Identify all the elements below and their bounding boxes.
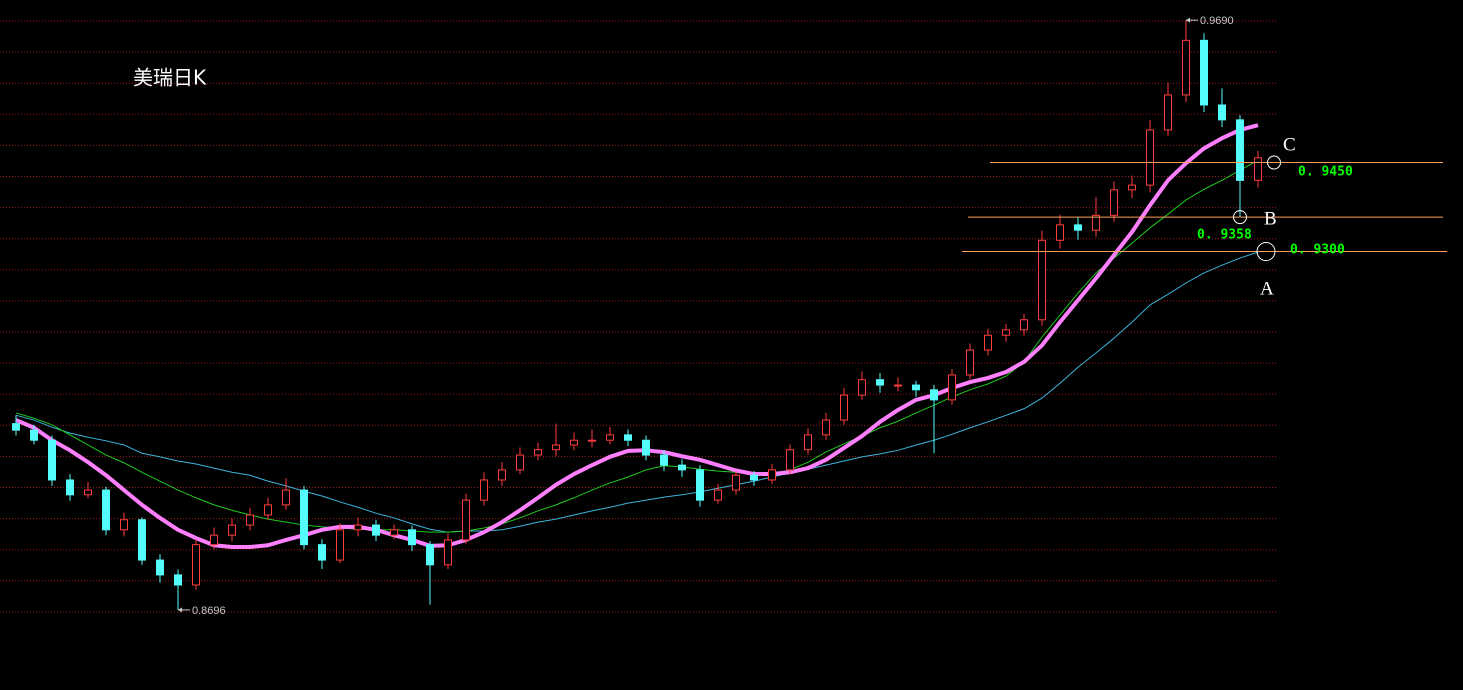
candle-body bbox=[426, 544, 434, 566]
candle-body bbox=[264, 504, 272, 516]
candle-body bbox=[1254, 157, 1262, 181]
level-marker bbox=[1256, 242, 1276, 262]
candle-body bbox=[552, 444, 560, 451]
candle-body bbox=[696, 469, 704, 501]
candle-body bbox=[1200, 39, 1208, 106]
candle-body bbox=[1074, 224, 1082, 231]
ma-line bbox=[15, 251, 1259, 533]
candle-body bbox=[318, 544, 326, 561]
candle-body bbox=[1002, 329, 1010, 336]
candle-body bbox=[876, 379, 884, 386]
candle-body bbox=[624, 434, 632, 441]
ma-line bbox=[15, 159, 1259, 533]
candle-body bbox=[732, 474, 740, 491]
candle-body bbox=[966, 349, 974, 376]
candle-body bbox=[678, 464, 686, 471]
candle-body bbox=[282, 489, 290, 506]
candle-body bbox=[480, 479, 488, 501]
candle-body bbox=[12, 423, 20, 431]
candle-body bbox=[354, 524, 362, 531]
extreme-label: 0.9690 bbox=[1200, 15, 1234, 27]
candle-body bbox=[336, 529, 344, 561]
candle-body bbox=[660, 454, 668, 466]
candle-body bbox=[642, 439, 650, 456]
chart-title: 美瑞日K bbox=[133, 66, 207, 90]
candle-body bbox=[858, 379, 866, 396]
candle-body bbox=[606, 434, 614, 441]
candle-body bbox=[30, 429, 38, 441]
candle-body bbox=[156, 559, 164, 576]
candle-body bbox=[894, 384, 902, 387]
level-label: 0. 9300 bbox=[1290, 243, 1345, 258]
candle-body bbox=[786, 449, 794, 471]
level-marker bbox=[1267, 155, 1281, 170]
candle-body bbox=[984, 334, 992, 351]
candle-body bbox=[1164, 94, 1172, 131]
candle-body bbox=[228, 524, 236, 536]
candle-body bbox=[912, 384, 920, 391]
candle-body bbox=[138, 519, 146, 561]
candle-body bbox=[1146, 129, 1154, 186]
candle-body bbox=[570, 439, 578, 446]
extreme-label: 0.8696 bbox=[192, 605, 226, 617]
candle-body bbox=[120, 519, 128, 531]
candle-body bbox=[714, 489, 722, 501]
candle-body bbox=[1110, 189, 1118, 216]
candle-body bbox=[1056, 224, 1064, 241]
candle-body bbox=[1218, 104, 1226, 121]
level-marker bbox=[1233, 210, 1247, 225]
candles bbox=[12, 20, 1262, 610]
candle-body bbox=[588, 439, 596, 442]
ma-line bbox=[15, 123, 1259, 550]
candle-body bbox=[174, 574, 182, 586]
candle-body bbox=[48, 439, 56, 481]
candle-body bbox=[246, 514, 254, 526]
candle-body bbox=[408, 529, 416, 546]
candle-body bbox=[210, 534, 218, 546]
candle-body bbox=[822, 419, 830, 436]
moving-averages bbox=[15, 123, 1259, 550]
candle-body bbox=[534, 449, 542, 456]
candle-body bbox=[102, 489, 110, 531]
candle-body bbox=[444, 539, 452, 566]
candle-body bbox=[1020, 319, 1028, 331]
level-name: C bbox=[1283, 134, 1296, 155]
candle-body bbox=[1038, 239, 1046, 321]
candle-body bbox=[372, 524, 380, 536]
candle-body bbox=[948, 374, 956, 401]
candle-body bbox=[750, 474, 758, 481]
level-name: B bbox=[1264, 208, 1277, 229]
level-label: 0. 9358 bbox=[1197, 228, 1252, 243]
grid bbox=[0, 20, 1277, 613]
level-label: 0. 9450 bbox=[1298, 165, 1353, 180]
candle-body bbox=[1128, 184, 1136, 191]
candle-body bbox=[390, 529, 398, 536]
candle-body bbox=[1236, 119, 1244, 181]
candle-body bbox=[462, 499, 470, 541]
candle-body bbox=[1092, 214, 1100, 231]
extreme-arrowhead bbox=[178, 607, 182, 613]
candle-body bbox=[192, 544, 200, 586]
candle-body bbox=[1182, 39, 1190, 96]
candle-body bbox=[804, 434, 812, 451]
level-name: A bbox=[1260, 278, 1274, 299]
extreme-arrowhead bbox=[1186, 17, 1190, 23]
candle-body bbox=[768, 469, 776, 481]
candle-body bbox=[516, 454, 524, 471]
candle-body bbox=[930, 389, 938, 401]
candle-body bbox=[498, 469, 506, 481]
candle-body bbox=[84, 489, 92, 496]
candle-body bbox=[66, 479, 74, 496]
candle-body bbox=[840, 394, 848, 421]
candle-body bbox=[300, 489, 308, 546]
